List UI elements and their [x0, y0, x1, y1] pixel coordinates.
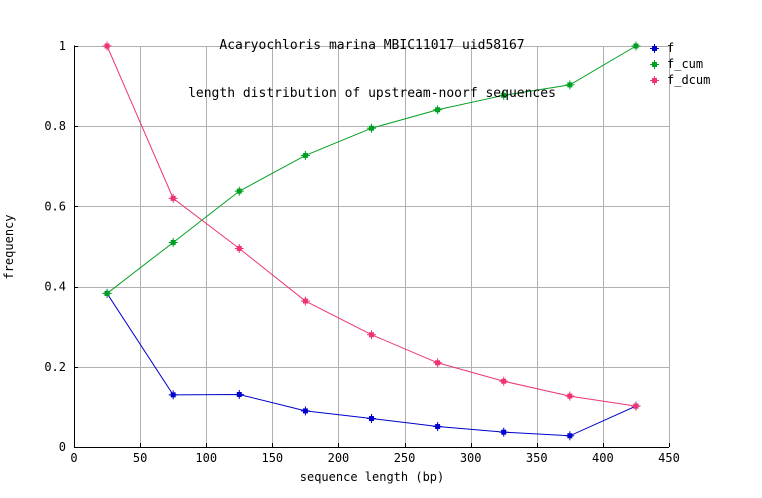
legend-label-f: f [667, 41, 675, 55]
y-tick-label: 0.6 [44, 199, 66, 213]
y-tick-label: 0.4 [44, 280, 66, 294]
x-tick-label: 200 [328, 451, 350, 465]
x-tick-label: 250 [394, 451, 416, 465]
x-tick-label: 400 [592, 451, 614, 465]
legend: f f_cum f_dcum [650, 40, 710, 88]
x-tick-label: 0 [70, 451, 77, 465]
legend-item-f: f [650, 40, 710, 56]
series-marker-icon [650, 59, 659, 69]
legend-label-f-dcum: f_dcum [667, 73, 711, 87]
legend-item-f-dcum: f_dcum [650, 72, 710, 88]
x-tick-label: 150 [261, 451, 283, 465]
x-axis-label: sequence length (bp) [299, 470, 445, 484]
chart-title: Acaryochloris marina MBIC11017 uid58167 … [74, 6, 670, 134]
y-tick-label: 0.8 [44, 119, 66, 133]
legend-item-f-cum: f_cum [650, 56, 710, 72]
x-tick-label: 300 [460, 451, 482, 465]
chart-title-line1: Acaryochloris marina MBIC11017 uid58167 [219, 38, 525, 53]
series-marker-icon [650, 43, 659, 53]
y-tick-label: 0.2 [44, 360, 66, 374]
series-marker-icon [650, 75, 659, 85]
x-tick-label: 350 [526, 451, 548, 465]
y-tick-label: 0 [59, 440, 66, 454]
y-axis-label: frequency [2, 214, 16, 280]
x-tick-label: 450 [658, 451, 680, 465]
y-tick-label: 1 [59, 39, 66, 53]
legend-label-f-cum: f_cum [667, 57, 704, 71]
chart-title-line2: length distribution of upstream-noorf se… [188, 86, 556, 101]
x-tick-label: 100 [195, 451, 217, 465]
x-tick-label: 50 [133, 451, 147, 465]
